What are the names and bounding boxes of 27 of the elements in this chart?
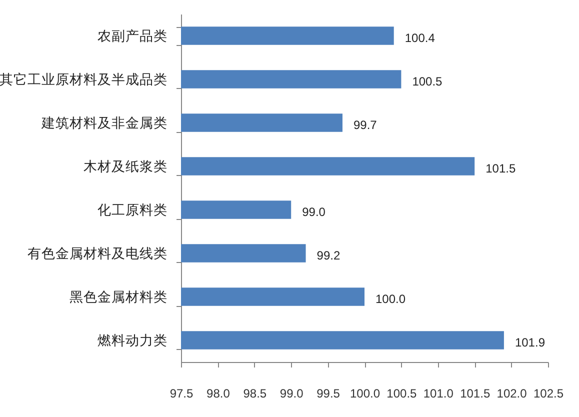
data-label: 99.7 <box>353 118 378 132</box>
x-tick-label: 99.5 <box>316 386 340 400</box>
data-label: 101.9 <box>514 335 546 350</box>
x-tick-label: 97.5 <box>170 386 194 400</box>
data-label: 100.4 <box>404 30 436 45</box>
data-label: 101.5 <box>486 161 516 176</box>
data-label: 99.2 <box>316 248 340 262</box>
data-label: 99.0 <box>302 204 326 219</box>
y-tick-label: 建筑材料及非金属类 <box>40 115 168 130</box>
x-tick-label: 100.0 <box>350 386 380 400</box>
y-tick-label: 农副产品类 <box>98 28 168 44</box>
y-tick-label: 其它工业原材料及半成品类 <box>0 72 168 87</box>
x-tick-label: 99.0 <box>280 386 304 400</box>
y-tick-label: 黑色金属材料类 <box>70 289 168 304</box>
x-tick-label: 100.5 <box>386 386 418 400</box>
y-tick-label: 木材及纸浆类 <box>84 158 168 174</box>
y-tick-label: 化工原料类 <box>98 202 168 218</box>
x-tick-label: 101.0 <box>423 386 454 400</box>
x-tick-label: 98.5 <box>243 386 267 400</box>
x-tick-label: 101.5 <box>460 386 490 400</box>
y-tick-label: 燃料动力类 <box>98 332 168 348</box>
data-label: 100.0 <box>376 292 406 306</box>
y-tick-label: 有色金属材料及电线类 <box>28 246 168 261</box>
x-tick-label: 102.0 <box>496 386 528 400</box>
data-label: 100.5 <box>412 74 443 88</box>
x-tick-label: 98.0 <box>206 386 230 400</box>
x-tick-label: 102.5 <box>533 386 564 400</box>
